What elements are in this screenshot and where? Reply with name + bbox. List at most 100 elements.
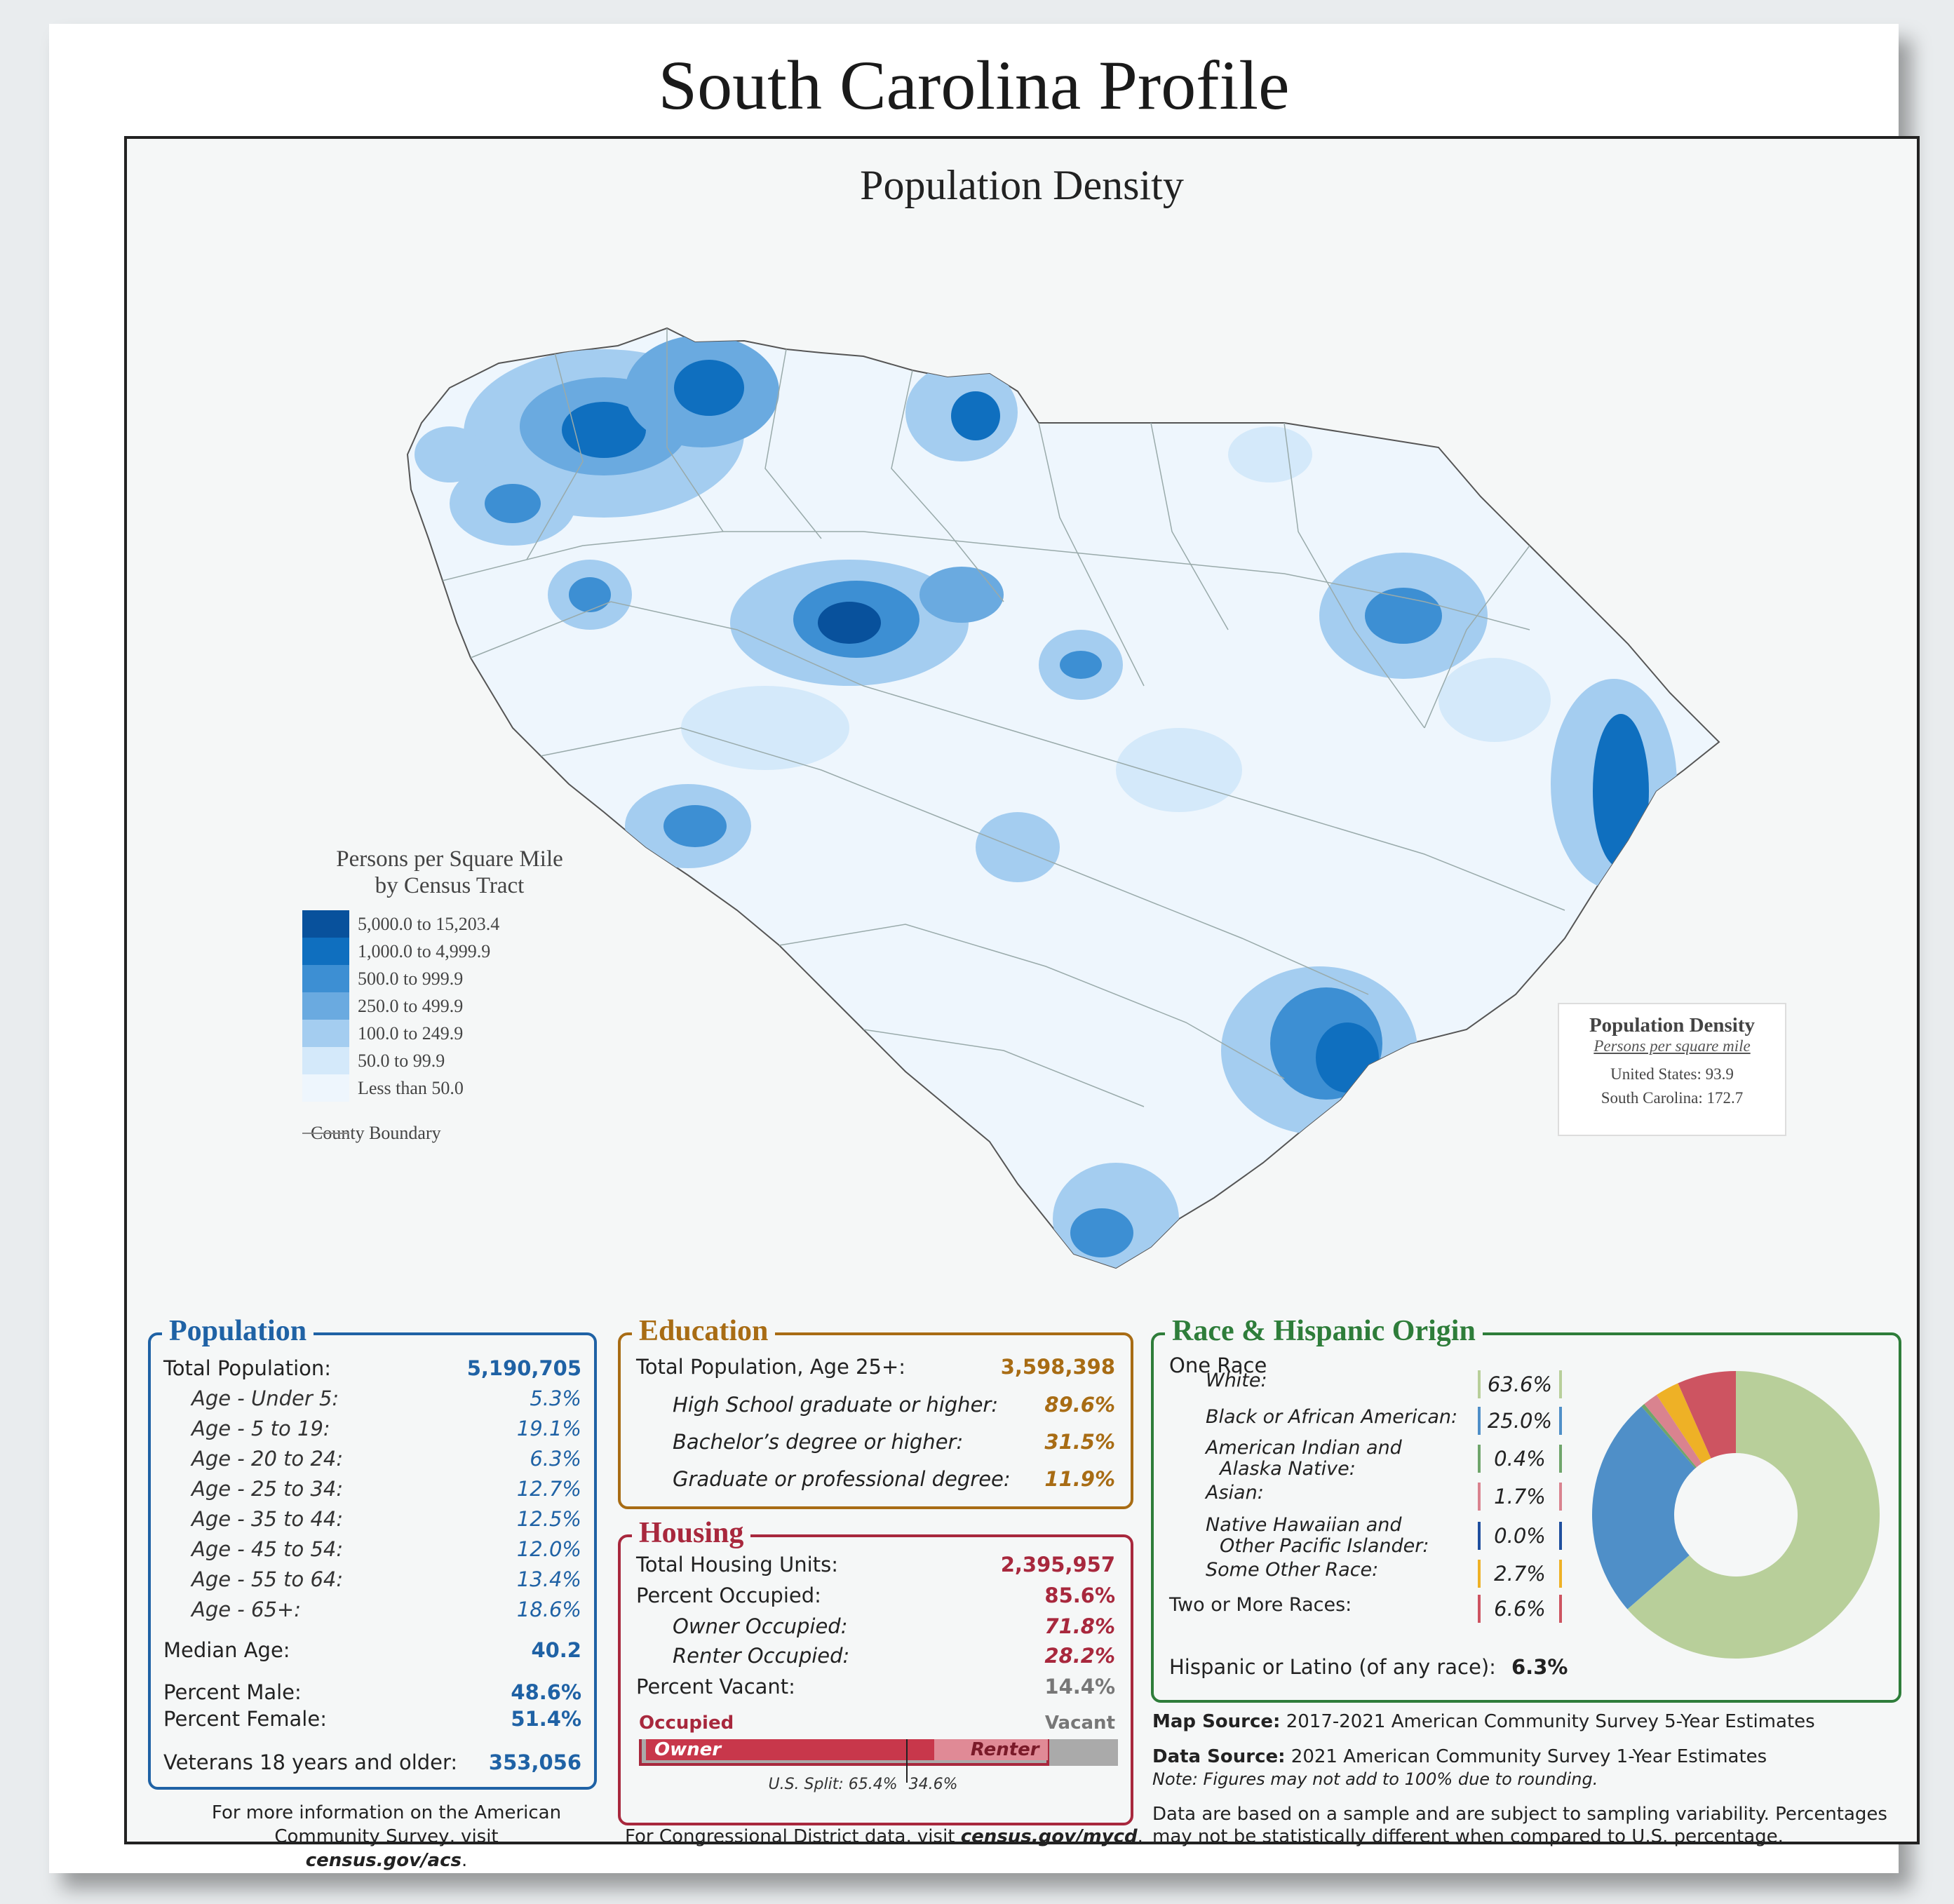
edu-item-value: 89.6% <box>1044 1393 1115 1417</box>
edu-item-label: High School graduate or higher: <box>673 1393 999 1417</box>
us-split-owner: U.S. Split: 65.4% <box>768 1776 898 1793</box>
percent-male-value: 48.6% <box>511 1680 581 1704</box>
legend-swatch <box>302 992 349 1020</box>
occupied-value: 85.6% <box>1044 1584 1115 1607</box>
race-item-value: 1.7% <box>1478 1483 1562 1511</box>
edu-item-value: 11.9% <box>1044 1467 1115 1491</box>
veterans-label: Veterans 18 years and older: <box>163 1750 458 1774</box>
legend-class: 250.0 to 499.9 <box>302 992 597 1020</box>
race-label-line1: Asian: <box>1206 1482 1264 1504</box>
age-value: 12.5% <box>516 1507 581 1531</box>
renter-label: Renter Occupied: <box>673 1644 850 1668</box>
race-label-line1: American Indian and <box>1206 1437 1402 1459</box>
map-source-label: Map Source: <box>1152 1711 1281 1732</box>
age-label: Age - 55 to 64: <box>191 1567 344 1591</box>
housing-panel: Housing Total Housing Units: 2,395,957 P… <box>618 1516 1133 1825</box>
sc-density: South Carolina: 172.7 <box>1601 1089 1744 1107</box>
state-map-svg <box>406 327 1720 1269</box>
legend-label: 100.0 to 249.9 <box>358 1022 464 1044</box>
race-panel: Race & Hispanic Origin One Race White: 63… <box>1151 1314 1901 1703</box>
median-age-value: 40.2 <box>531 1638 581 1662</box>
vacant-value: 14.4% <box>1044 1675 1115 1699</box>
age-label: Age - 20 to 24: <box>191 1447 344 1471</box>
total-population-value: 5,190,705 <box>466 1356 581 1380</box>
median-age-label: Median Age: <box>163 1638 290 1662</box>
acs-info-end: . <box>461 1850 468 1871</box>
legend-swatch <box>302 1047 349 1074</box>
race-item-value: 0.4% <box>1478 1445 1562 1473</box>
acs-info-line1: For more information on the American <box>211 1802 562 1823</box>
county-boundaries <box>442 328 1565 1107</box>
race-item-value: 63.6% <box>1478 1370 1562 1398</box>
race-label-line1: White: <box>1206 1370 1267 1391</box>
age-label: Age - 45 to 54: <box>191 1537 344 1561</box>
occupied-bar-label: Occupied <box>639 1713 734 1734</box>
race-item-label: American Indian and Alaska Native: <box>1206 1438 1402 1480</box>
race-item-label: Some Other Race: <box>1206 1560 1378 1581</box>
population-panel: Population Total Population: 5,190,705 A… <box>148 1314 597 1790</box>
percent-female-value: 51.4% <box>511 1707 581 1731</box>
sampling-note-line1: Data are based on a sample and are subje… <box>1152 1804 1887 1825</box>
boundary-line-swatch <box>302 1133 349 1134</box>
legend-class: 1,000.0 to 4,999.9 <box>302 938 597 965</box>
sampling-note-line2: may not be statistically different when … <box>1152 1826 1784 1847</box>
acs-link[interactable]: census.gov/acs <box>305 1850 461 1871</box>
legend-label: Less than 50.0 <box>358 1077 464 1098</box>
renter-segment: Renter <box>934 1739 1048 1760</box>
map-legend: Persons per Square Mile by Census Tract … <box>302 846 597 1144</box>
race-label-line2: Alaska Native: <box>1220 1458 1356 1480</box>
age-value: 5.3% <box>530 1386 581 1410</box>
race-item-value: 2.7% <box>1478 1560 1562 1588</box>
age-value: 13.4% <box>516 1567 581 1591</box>
density-areas <box>415 335 1677 1268</box>
race-label-line1: Some Other Race: <box>1206 1559 1379 1581</box>
age-label: Age - 5 to 19: <box>191 1417 330 1440</box>
age-label: Age - 25 to 34: <box>191 1477 344 1501</box>
density-summary-box: Population Density Persons per square mi… <box>1558 1003 1786 1136</box>
owner-label: Owner Occupied: <box>673 1614 848 1638</box>
donut-slice <box>1656 1383 1711 1464</box>
legend-swatch <box>302 965 349 992</box>
profile-sheet: South Carolina Profile Population Densit… <box>49 24 1920 1873</box>
us-split-renter: 34.6% <box>908 1776 958 1793</box>
page-title: South Carolina Profile <box>658 46 1290 124</box>
owner-value: 71.8% <box>1044 1614 1115 1638</box>
acs-info: For more information on the American Com… <box>197 1801 576 1872</box>
legend-label: 250.0 to 499.9 <box>358 995 464 1016</box>
race-item-value: 6.6% <box>1478 1595 1562 1623</box>
edu-total-value: 3,598,398 <box>1000 1355 1115 1379</box>
map-title: Population Density <box>860 162 1184 208</box>
housing-units-label: Total Housing Units: <box>636 1553 838 1576</box>
one-race-label: One Race <box>1169 1353 1267 1377</box>
race-item-value: 25.0% <box>1478 1407 1562 1435</box>
acs-info-line2: Community Survey, visit census.gov/acs. <box>197 1825 576 1872</box>
cd-link[interactable]: census.gov/mycd <box>960 1826 1138 1847</box>
race-label-line1: Two or More Races: <box>1169 1594 1352 1616</box>
acs-info-text: Community Survey, visit <box>274 1826 499 1847</box>
legend-class: Less than 50.0 <box>302 1074 597 1102</box>
legend-title-line1: Persons per Square Mile <box>336 846 563 872</box>
race-item-label: Native Hawaiian and Other Pacific Islande… <box>1206 1515 1429 1557</box>
donut-slice <box>1641 1404 1697 1468</box>
veterans-value: 353,056 <box>488 1750 581 1774</box>
race-label-line1: Black or African American: <box>1206 1406 1458 1428</box>
legend-swatch <box>302 1020 349 1047</box>
race-label-line2: Other Pacific Islander: <box>1220 1535 1429 1557</box>
density-box-subheading: Persons per square mile <box>1593 1037 1751 1055</box>
age-label: Age - 35 to 44: <box>191 1507 344 1531</box>
density-map <box>372 237 1761 1275</box>
race-label-line1: Native Hawaiian and <box>1206 1514 1402 1536</box>
donut-slice <box>1678 1371 1736 1459</box>
education-title: Education <box>632 1314 776 1348</box>
hispanic-label: Hispanic or Latino (of any race): <box>1169 1655 1496 1679</box>
cd-info: For Congressional District data, visit c… <box>625 1825 1143 1849</box>
legend-title-line2: by Census Tract <box>375 873 525 898</box>
cd-info-text: For Congressional District data, visit <box>625 1826 961 1847</box>
percent-female-label: Percent Female: <box>163 1707 327 1731</box>
race-item-label: Asian: <box>1206 1483 1264 1504</box>
total-population-label: Total Population: <box>163 1356 332 1380</box>
legend-label: 5,000.0 to 15,203.4 <box>358 913 500 934</box>
content-frame: Population Density <box>124 136 1920 1871</box>
legend-swatch <box>302 910 349 938</box>
edu-item-label: Bachelor’s degree or higher: <box>673 1430 964 1454</box>
